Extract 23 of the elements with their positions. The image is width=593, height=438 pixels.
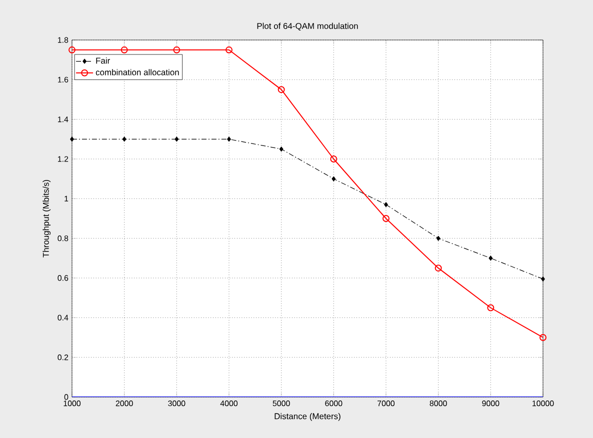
point bbox=[122, 136, 126, 142]
point bbox=[436, 236, 440, 241]
legend-label: Fair bbox=[96, 57, 110, 64]
point bbox=[487, 304, 494, 312]
legend-label: combination allocation bbox=[96, 69, 179, 76]
chart-title: Plot of 64-QAM modulation bbox=[257, 22, 358, 30]
point bbox=[174, 136, 179, 142]
point bbox=[330, 156, 338, 162]
point bbox=[173, 46, 180, 54]
point bbox=[382, 215, 390, 222]
point bbox=[488, 256, 493, 261]
x-axis-title: Distance (Meters) bbox=[274, 413, 340, 421]
point bbox=[541, 276, 545, 282]
point bbox=[226, 46, 232, 54]
point bbox=[120, 46, 128, 54]
point bbox=[227, 136, 231, 142]
point bbox=[70, 136, 74, 142]
point bbox=[278, 86, 285, 94]
point bbox=[279, 146, 284, 152]
point bbox=[332, 176, 336, 182]
y-axis-title: Throughput (Mbits/s) bbox=[42, 180, 51, 258]
point bbox=[384, 202, 388, 208]
point bbox=[434, 264, 442, 272]
